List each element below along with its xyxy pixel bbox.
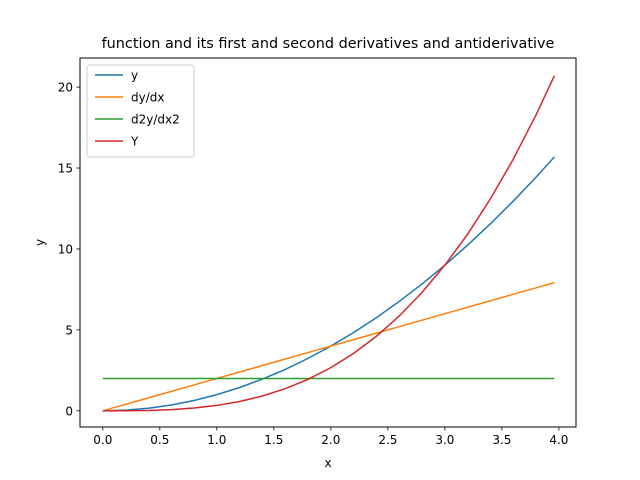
x-tick-label: 3.0 — [435, 433, 454, 447]
y-tick-label: 5 — [65, 323, 73, 337]
legend: y dy/dx d2y/dx2 Y — [86, 64, 195, 158]
legend-box — [86, 64, 195, 158]
y-axis-label: y — [33, 239, 47, 246]
x-tick-label: 0.5 — [150, 433, 169, 447]
x-tick-label: 1.0 — [207, 433, 226, 447]
chart-title: function and its first and second deriva… — [102, 36, 555, 52]
x-tick-label: 2.0 — [321, 433, 340, 447]
x-tick-label: 0.0 — [93, 433, 112, 447]
y-tick-label: 15 — [58, 162, 73, 176]
y-tick-label: 10 — [58, 242, 73, 256]
y-tick-label: 0 — [65, 404, 73, 418]
x-tick-label: 1.5 — [264, 433, 283, 447]
legend-label: dy/dx — [131, 91, 164, 105]
legend-label: y — [131, 69, 138, 83]
ticks-layer: 0.0 0.5 1.0 1.5 2.0 2.5 3.0 3.5 4.0 0 5 10 15 20 — [58, 81, 569, 447]
x-tick-label: 4.0 — [549, 433, 568, 447]
series-line-3 — [102, 75, 556, 412]
legend-label: Y — [130, 135, 139, 149]
x-axis-label: x — [324, 456, 331, 470]
legend-label: d2y/dx2 — [131, 113, 180, 127]
x-tick-label: 2.5 — [378, 433, 397, 447]
x-tick-label: 3.5 — [492, 433, 511, 447]
y-tick-label: 20 — [58, 81, 73, 95]
series-layer — [102, 75, 556, 412]
series-line-1 — [102, 281, 555, 412]
plot-area-frame — [79, 57, 577, 428]
